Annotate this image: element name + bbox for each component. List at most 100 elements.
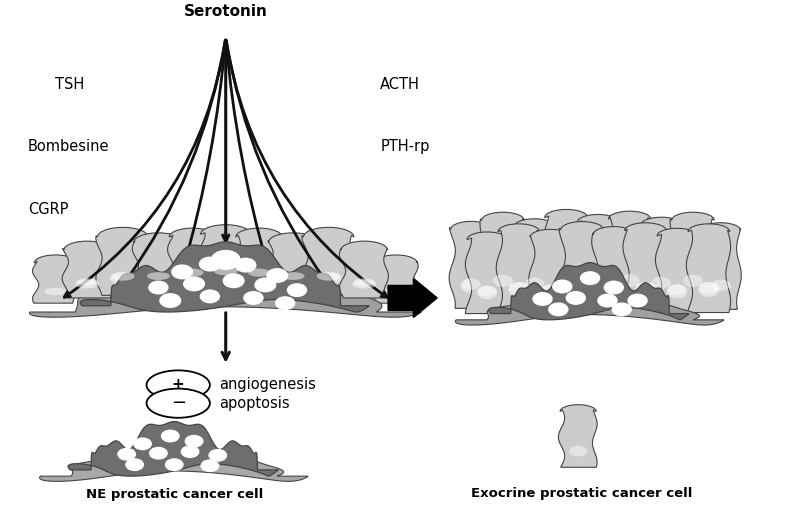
Ellipse shape: [699, 282, 718, 293]
Polygon shape: [656, 228, 698, 314]
Circle shape: [201, 460, 219, 471]
Ellipse shape: [712, 279, 729, 291]
Text: NE prostatic cancer cell: NE prostatic cancer cell: [86, 488, 263, 501]
Text: apoptosis: apoptosis: [219, 396, 290, 411]
Circle shape: [185, 435, 203, 447]
Polygon shape: [529, 229, 571, 314]
Ellipse shape: [109, 273, 136, 284]
Text: TSH: TSH: [55, 77, 85, 92]
Ellipse shape: [556, 274, 577, 287]
Ellipse shape: [315, 273, 341, 284]
Circle shape: [287, 284, 307, 296]
Ellipse shape: [111, 271, 135, 281]
Ellipse shape: [508, 282, 529, 297]
Ellipse shape: [317, 271, 341, 281]
Ellipse shape: [652, 277, 671, 289]
Circle shape: [209, 449, 227, 461]
Circle shape: [172, 265, 192, 279]
Ellipse shape: [353, 278, 375, 286]
Circle shape: [200, 257, 220, 271]
Circle shape: [134, 438, 151, 449]
Polygon shape: [592, 227, 635, 314]
Polygon shape: [559, 222, 604, 313]
Ellipse shape: [509, 282, 528, 293]
Ellipse shape: [541, 284, 560, 295]
Ellipse shape: [282, 272, 304, 280]
Polygon shape: [576, 215, 619, 309]
Ellipse shape: [651, 277, 672, 292]
Polygon shape: [80, 242, 369, 312]
Circle shape: [553, 280, 572, 293]
Circle shape: [566, 292, 585, 304]
Ellipse shape: [683, 275, 703, 287]
Polygon shape: [497, 224, 540, 313]
Text: ACTH: ACTH: [380, 77, 420, 92]
Polygon shape: [639, 217, 683, 309]
Ellipse shape: [461, 278, 482, 293]
Circle shape: [126, 459, 143, 470]
Polygon shape: [449, 221, 493, 309]
Ellipse shape: [478, 286, 497, 296]
Ellipse shape: [147, 388, 210, 418]
Polygon shape: [267, 233, 318, 293]
Ellipse shape: [147, 371, 210, 399]
Ellipse shape: [588, 276, 607, 288]
Circle shape: [166, 459, 183, 470]
Ellipse shape: [181, 268, 204, 277]
Ellipse shape: [212, 268, 239, 278]
Polygon shape: [670, 212, 715, 307]
Circle shape: [160, 294, 181, 307]
Ellipse shape: [572, 281, 592, 293]
Circle shape: [200, 290, 219, 303]
Ellipse shape: [248, 268, 270, 277]
Circle shape: [276, 297, 295, 310]
Ellipse shape: [477, 286, 497, 299]
Polygon shape: [168, 228, 216, 290]
Circle shape: [267, 269, 287, 282]
Polygon shape: [199, 225, 252, 289]
Circle shape: [223, 274, 244, 288]
Circle shape: [149, 281, 168, 294]
Ellipse shape: [352, 280, 376, 289]
Polygon shape: [63, 241, 111, 298]
Circle shape: [244, 292, 263, 304]
Circle shape: [162, 430, 179, 442]
Polygon shape: [543, 209, 588, 307]
Text: angiogenesis: angiogenesis: [219, 377, 316, 393]
Polygon shape: [40, 453, 308, 481]
Circle shape: [612, 303, 631, 316]
Ellipse shape: [635, 282, 656, 296]
Ellipse shape: [682, 275, 704, 290]
Ellipse shape: [604, 283, 624, 298]
Circle shape: [581, 272, 600, 284]
Ellipse shape: [555, 274, 577, 290]
Polygon shape: [466, 232, 508, 314]
Polygon shape: [234, 228, 283, 290]
Polygon shape: [623, 223, 667, 313]
Polygon shape: [512, 219, 556, 309]
Ellipse shape: [247, 270, 271, 280]
Ellipse shape: [588, 276, 608, 292]
Circle shape: [598, 294, 617, 307]
Text: Exocrine prostatic cancer cell: Exocrine prostatic cancer cell: [471, 487, 693, 500]
Circle shape: [628, 294, 647, 307]
Circle shape: [184, 277, 204, 291]
Ellipse shape: [619, 274, 641, 290]
Ellipse shape: [604, 283, 623, 295]
Polygon shape: [489, 263, 689, 320]
Polygon shape: [132, 233, 184, 293]
FancyArrow shape: [388, 278, 437, 317]
Polygon shape: [455, 298, 724, 325]
Ellipse shape: [710, 279, 731, 294]
Ellipse shape: [668, 284, 687, 295]
Circle shape: [181, 446, 199, 457]
Circle shape: [235, 258, 256, 272]
Circle shape: [118, 448, 135, 460]
Ellipse shape: [667, 284, 687, 299]
Ellipse shape: [147, 272, 169, 280]
Text: Serotonin: Serotonin: [184, 4, 268, 19]
Polygon shape: [558, 405, 597, 467]
Ellipse shape: [699, 282, 719, 297]
Polygon shape: [687, 224, 730, 313]
Polygon shape: [480, 212, 525, 307]
